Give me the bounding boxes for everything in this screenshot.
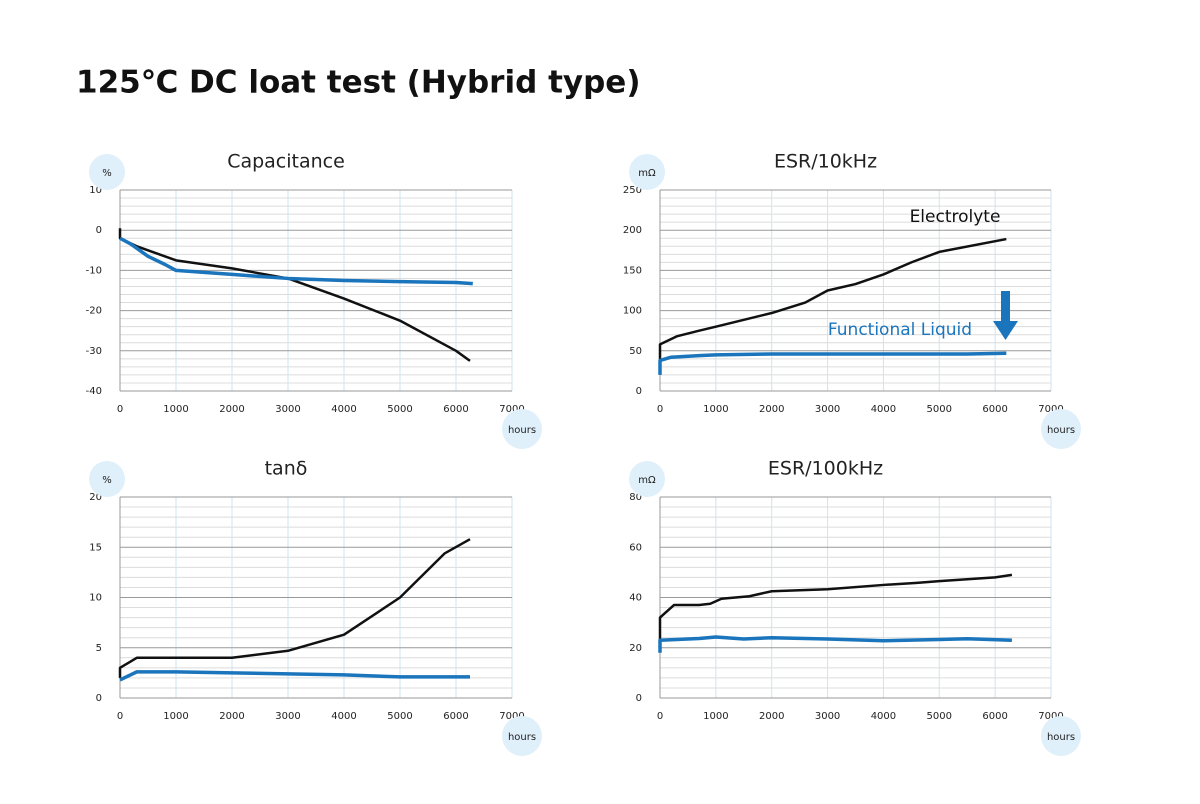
x-tick-label: 4000 bbox=[331, 404, 356, 415]
y-tick-label: -10 bbox=[86, 265, 102, 276]
chart-title: tanδ bbox=[265, 458, 308, 480]
unit-badge bbox=[89, 461, 125, 497]
data-line bbox=[658, 237, 1007, 369]
y-tick-label: 20 bbox=[629, 643, 642, 654]
y-tick-label: -20 bbox=[86, 306, 102, 317]
y-tick-label: 0 bbox=[636, 693, 642, 704]
x-tick-label: 2000 bbox=[759, 404, 784, 415]
y-tick-label: 150 bbox=[623, 265, 642, 276]
y-tick-label: 50 bbox=[629, 346, 642, 357]
x-tick-label: 4000 bbox=[871, 404, 896, 415]
chart-title: Capacitance bbox=[227, 151, 345, 173]
y-unit: mΩ bbox=[638, 168, 656, 179]
x-tick-label: 0 bbox=[117, 711, 123, 722]
x-tick-label: 7000 bbox=[499, 711, 524, 722]
x-unit: hours bbox=[508, 732, 536, 743]
series-label: Functional Liquid bbox=[828, 320, 972, 340]
y-tick-label: 0 bbox=[96, 693, 102, 704]
data-line bbox=[658, 573, 1013, 648]
x-tick-label: 5000 bbox=[387, 404, 412, 415]
data-line bbox=[658, 635, 1012, 653]
x-tick-label: 0 bbox=[657, 404, 663, 415]
x-tick-label: 1000 bbox=[163, 711, 188, 722]
data-line bbox=[118, 538, 471, 678]
x-tick-label: 6000 bbox=[443, 404, 468, 415]
x-unit: hours bbox=[508, 425, 536, 436]
x-tick-label: 0 bbox=[117, 404, 123, 415]
unit-badge bbox=[89, 154, 125, 190]
page-title: 125℃ DC loat test (Hybrid type) bbox=[76, 65, 641, 101]
x-tick-label: 4000 bbox=[871, 711, 896, 722]
unit-badge bbox=[502, 409, 542, 449]
unit-badge bbox=[629, 154, 665, 190]
y-tick-label: 60 bbox=[629, 542, 642, 553]
unit-badge bbox=[502, 716, 542, 756]
x-tick-label: 3000 bbox=[275, 711, 300, 722]
x-tick-label: 7000 bbox=[1038, 711, 1063, 722]
y-tick-label: 10 bbox=[89, 185, 102, 196]
x-tick-label: 0 bbox=[657, 711, 663, 722]
arrow bbox=[993, 291, 1018, 340]
y-tick-label: -40 bbox=[86, 386, 102, 397]
x-tick-label: 1000 bbox=[703, 404, 728, 415]
unit-badge bbox=[629, 461, 665, 497]
y-tick-label: 200 bbox=[623, 225, 642, 236]
x-tick-label: 6000 bbox=[982, 711, 1007, 722]
chart-title: ESR/10kHz bbox=[774, 151, 877, 173]
x-tick-label: 1000 bbox=[163, 404, 188, 415]
x-unit: hours bbox=[1047, 425, 1075, 436]
data-line bbox=[119, 236, 473, 286]
x-tick-label: 3000 bbox=[815, 404, 840, 415]
y-unit: % bbox=[102, 168, 112, 179]
y-tick-label: 100 bbox=[623, 306, 642, 317]
x-tick-label: 2000 bbox=[219, 404, 244, 415]
y-unit: % bbox=[102, 475, 112, 486]
x-tick-label: 5000 bbox=[927, 711, 952, 722]
series-label: Electrolyte bbox=[910, 207, 1001, 227]
x-tick-label: 7000 bbox=[1038, 404, 1063, 415]
y-tick-label: 5 bbox=[96, 643, 102, 654]
x-tick-label: 6000 bbox=[982, 404, 1007, 415]
x-tick-label: 7000 bbox=[499, 404, 524, 415]
x-tick-label: 2000 bbox=[219, 711, 244, 722]
y-tick-label: 20 bbox=[89, 492, 102, 503]
x-tick-label: 4000 bbox=[331, 711, 356, 722]
y-tick-label: 0 bbox=[636, 386, 642, 397]
unit-badge bbox=[1041, 716, 1081, 756]
y-unit: mΩ bbox=[638, 475, 656, 486]
x-tick-label: 1000 bbox=[703, 711, 728, 722]
x-tick-label: 2000 bbox=[759, 711, 784, 722]
y-tick-label: 10 bbox=[89, 593, 102, 604]
y-tick-label: 80 bbox=[629, 492, 642, 503]
x-tick-label: 5000 bbox=[927, 404, 952, 415]
x-tick-label: 5000 bbox=[387, 711, 412, 722]
chart-title: ESR/100kHz bbox=[768, 458, 883, 480]
x-tick-label: 6000 bbox=[443, 711, 468, 722]
unit-badge bbox=[1041, 409, 1081, 449]
x-unit: hours bbox=[1047, 732, 1075, 743]
y-tick-label: -30 bbox=[86, 346, 102, 357]
y-tick-label: 40 bbox=[629, 593, 642, 604]
data-line bbox=[119, 670, 470, 682]
x-tick-label: 3000 bbox=[815, 711, 840, 722]
y-tick-label: 250 bbox=[623, 185, 642, 196]
data-line bbox=[658, 351, 1007, 375]
x-tick-label: 3000 bbox=[275, 404, 300, 415]
y-tick-label: 0 bbox=[96, 225, 102, 236]
y-tick-label: 15 bbox=[89, 542, 102, 553]
